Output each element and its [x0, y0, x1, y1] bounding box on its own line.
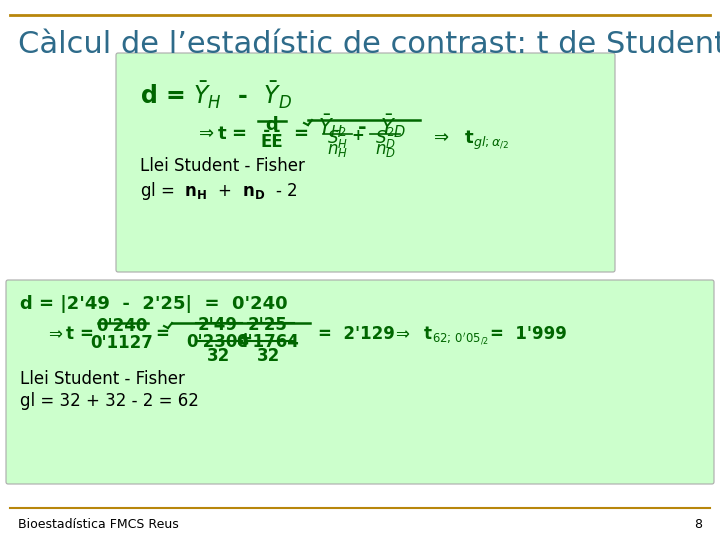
- Text: 0'1127: 0'1127: [91, 334, 153, 352]
- Text: +: +: [238, 330, 253, 348]
- Text: $\Rightarrow$  $\mathbf{t}_{gl;\alpha_{/2}}$: $\Rightarrow$ $\mathbf{t}_{gl;\alpha_{/2…: [430, 128, 509, 151]
- Text: gl =  $\mathbf{n_H}$  +  $\mathbf{n_D}$  - 2: gl = $\mathbf{n_H}$ + $\mathbf{n_D}$ - 2: [140, 180, 297, 202]
- Text: Càlcul de l’estadístic de contrast: t de Student: Càlcul de l’estadístic de contrast: t de…: [18, 30, 720, 59]
- Text: 2'49: 2'49: [198, 316, 238, 334]
- Text: ĒĒ: ĒĒ: [261, 133, 284, 151]
- Text: +: +: [351, 128, 364, 143]
- Text: 8: 8: [694, 518, 702, 531]
- Text: $S_H^2$: $S_H^2$: [326, 126, 348, 151]
- FancyBboxPatch shape: [6, 280, 714, 484]
- Text: 0'240: 0'240: [96, 317, 148, 335]
- Text: Llei Student - Fisher: Llei Student - Fisher: [20, 370, 185, 388]
- Text: $n_D$: $n_D$: [374, 141, 395, 159]
- Text: gl = 32 + 32 - 2 = 62: gl = 32 + 32 - 2 = 62: [20, 392, 199, 410]
- Text: Bioestadística FMCS Reus: Bioestadística FMCS Reus: [18, 518, 179, 531]
- Text: 32: 32: [256, 347, 279, 365]
- Text: $\Rightarrow$t =: $\Rightarrow$t =: [45, 325, 95, 343]
- Text: =: =: [293, 125, 308, 143]
- Text: 2'25: 2'25: [248, 316, 288, 334]
- FancyBboxPatch shape: [116, 53, 615, 272]
- Text: $n_H$: $n_H$: [326, 141, 348, 159]
- Text: =  2'129: = 2'129: [318, 325, 395, 343]
- Text: $\bar{Y}_H$  -  $\bar{Y}_D$: $\bar{Y}_H$ - $\bar{Y}_D$: [318, 112, 406, 140]
- Text: $\Rightarrow$t =: $\Rightarrow$t =: [195, 125, 249, 143]
- Text: d: d: [266, 116, 279, 134]
- Text: =  1'999: = 1'999: [490, 325, 567, 343]
- Text: $\Rightarrow$  $\mathbf{t}_{62;\,0'05_{/2}}$: $\Rightarrow$ $\mathbf{t}_{62;\,0'05_{/2…: [392, 325, 489, 347]
- Text: 32: 32: [207, 347, 230, 365]
- Text: =: =: [155, 325, 169, 343]
- Text: Llei Student - Fisher: Llei Student - Fisher: [140, 157, 305, 175]
- Text: 0'1764: 0'1764: [237, 333, 300, 351]
- Text: d = $\bar{Y}_H$  -  $\bar{Y}_D$: d = $\bar{Y}_H$ - $\bar{Y}_D$: [140, 80, 292, 111]
- Text: d = |2'49  -  2'25|  =  0'240: d = |2'49 - 2'25| = 0'240: [20, 295, 287, 313]
- Text: 0'2304: 0'2304: [186, 333, 250, 351]
- Text: $S_D^2$: $S_D^2$: [374, 126, 395, 151]
